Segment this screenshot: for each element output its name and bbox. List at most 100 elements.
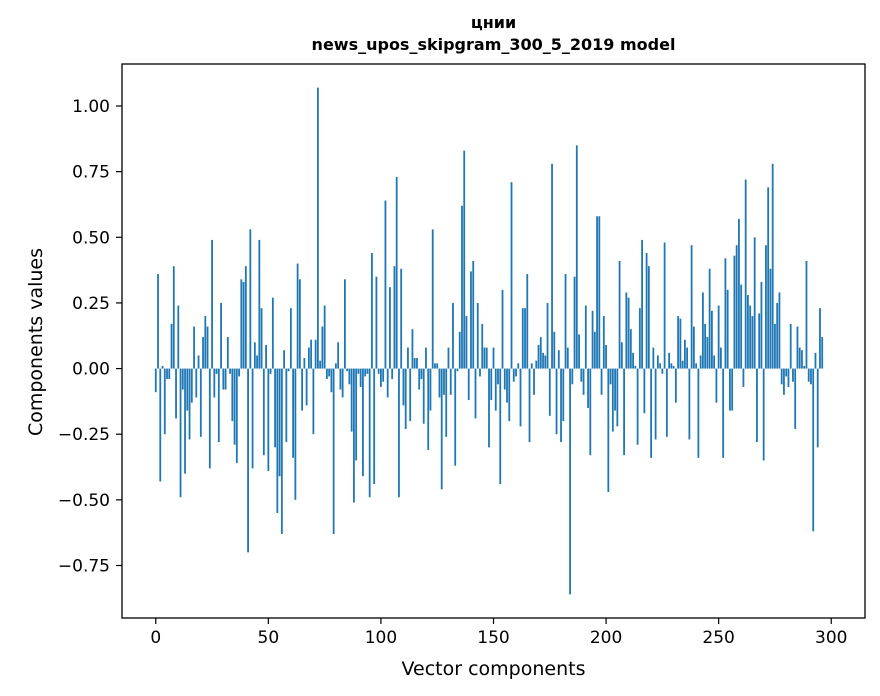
bar-43 (251, 368, 254, 469)
bar-224 (659, 363, 662, 369)
bar-162 (519, 368, 522, 427)
bar-202 (609, 368, 612, 385)
bar-201 (607, 368, 610, 492)
bar-239 (692, 326, 695, 369)
bar-53 (274, 368, 276, 448)
x-axis-label: Vector components (401, 658, 586, 680)
y-tick-label: −0.75 (58, 556, 110, 576)
bar-27 (215, 368, 218, 374)
bar-266 (753, 237, 756, 369)
bar-235 (683, 339, 686, 369)
bar-120 (425, 347, 427, 369)
bar-260 (740, 284, 743, 369)
bar-42 (249, 229, 252, 369)
bar-273 (769, 268, 772, 369)
bar-31 (224, 368, 227, 390)
bar-88 (353, 368, 355, 503)
bar-38 (240, 279, 243, 369)
bar-183 (566, 347, 569, 369)
bar-89 (355, 368, 358, 461)
bar-30 (222, 368, 225, 390)
x-axis-ticks: 0 50 100 150 200 250 300 (150, 618, 847, 648)
bar-143 (476, 302, 479, 369)
bar-64 (298, 279, 301, 369)
bar-257 (733, 255, 736, 369)
bar-285 (796, 326, 799, 369)
bar-237 (688, 368, 691, 440)
bar-180 (560, 368, 562, 443)
bar-114 (411, 329, 414, 369)
bar-134 (456, 368, 459, 372)
x-tick-label: 100 (365, 628, 397, 648)
bar-206 (618, 260, 621, 369)
x-tick-label: 50 (258, 628, 280, 648)
bar-41 (247, 368, 249, 553)
bar-102 (384, 200, 387, 369)
bar-281 (787, 368, 790, 387)
bar-159 (512, 368, 515, 382)
bar-194 (591, 310, 594, 369)
bar-216 (641, 239, 643, 369)
bar-241 (697, 368, 700, 458)
bar-188 (578, 334, 580, 369)
bar-205 (616, 368, 619, 427)
bar-251 (720, 347, 722, 369)
bar-217 (643, 368, 646, 414)
bar-63 (296, 263, 299, 369)
bar-54 (276, 368, 279, 513)
bar-286 (798, 347, 801, 369)
bar-225 (661, 368, 664, 374)
bar-12 (181, 368, 184, 390)
bar-282 (789, 323, 792, 369)
bar-214 (636, 368, 639, 445)
bar-117 (418, 368, 421, 390)
bar-258 (735, 245, 738, 369)
bar-21 (202, 337, 204, 369)
bar-181 (562, 368, 565, 422)
y-tick-label: −0.25 (58, 425, 110, 445)
bar-84 (344, 279, 346, 369)
bar-244 (704, 323, 707, 369)
bar-82 (339, 368, 342, 390)
bar-207 (620, 342, 623, 369)
bar-6 (168, 368, 171, 380)
bar-208 (623, 368, 625, 456)
bar-138 (465, 316, 468, 369)
bar-11 (179, 368, 182, 498)
bar-83 (341, 368, 344, 398)
bar-93 (364, 368, 367, 377)
bar-26 (213, 368, 216, 398)
bar-109 (400, 268, 403, 369)
bar-18 (195, 368, 198, 398)
chart-title-line-1: цнии (470, 13, 517, 32)
bar-269 (760, 281, 763, 369)
chart-title-line-2: news_upos_skipgram_300_5_2019 model (311, 35, 676, 54)
y-tick-label: 0.50 (72, 228, 110, 248)
bar-59 (287, 368, 290, 372)
bar-95 (368, 368, 371, 498)
bar-110 (402, 368, 405, 406)
bar-97 (373, 368, 376, 485)
bar-62 (294, 368, 297, 500)
bar-81 (337, 342, 340, 369)
bar-190 (582, 368, 585, 395)
bar-122 (429, 368, 432, 411)
y-axis-label: Components values (25, 247, 47, 437)
bar-171 (539, 337, 542, 369)
bar-115 (413, 358, 416, 369)
bar-128 (443, 368, 445, 395)
bar-123 (431, 229, 434, 369)
bar-174 (546, 302, 549, 369)
bar-125 (436, 363, 439, 369)
bar-277 (778, 292, 781, 369)
bar-4 (163, 368, 166, 435)
bar-261 (742, 368, 745, 387)
bar-131 (449, 368, 452, 395)
bar-287 (801, 350, 803, 369)
bar-280 (785, 368, 788, 377)
bar-25 (211, 239, 213, 369)
bar-168 (533, 368, 535, 395)
bar-196 (596, 216, 598, 369)
bar-234 (681, 360, 684, 369)
